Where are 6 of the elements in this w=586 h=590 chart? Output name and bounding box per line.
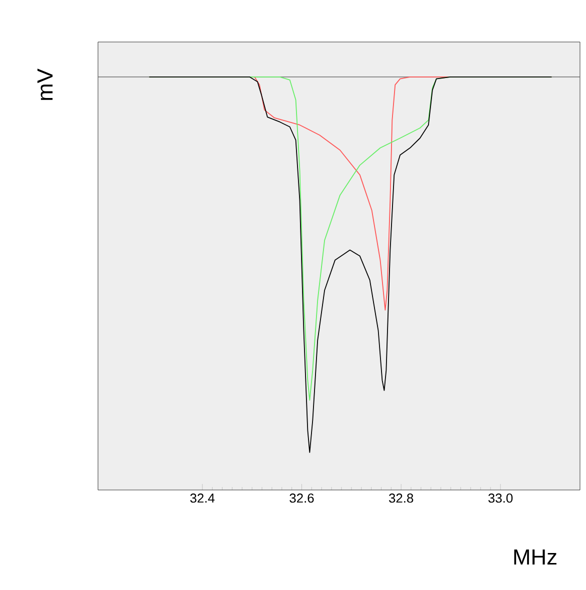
x-tick-label: 32.8: [389, 494, 414, 503]
x-axis-title: MHz: [514, 549, 556, 565]
x-tick-label: 32.6: [290, 494, 314, 503]
x-tick-label: 32.4: [190, 494, 215, 503]
x-tick-label: 33.0: [488, 494, 513, 503]
y-axis-title: mV: [37, 68, 53, 100]
